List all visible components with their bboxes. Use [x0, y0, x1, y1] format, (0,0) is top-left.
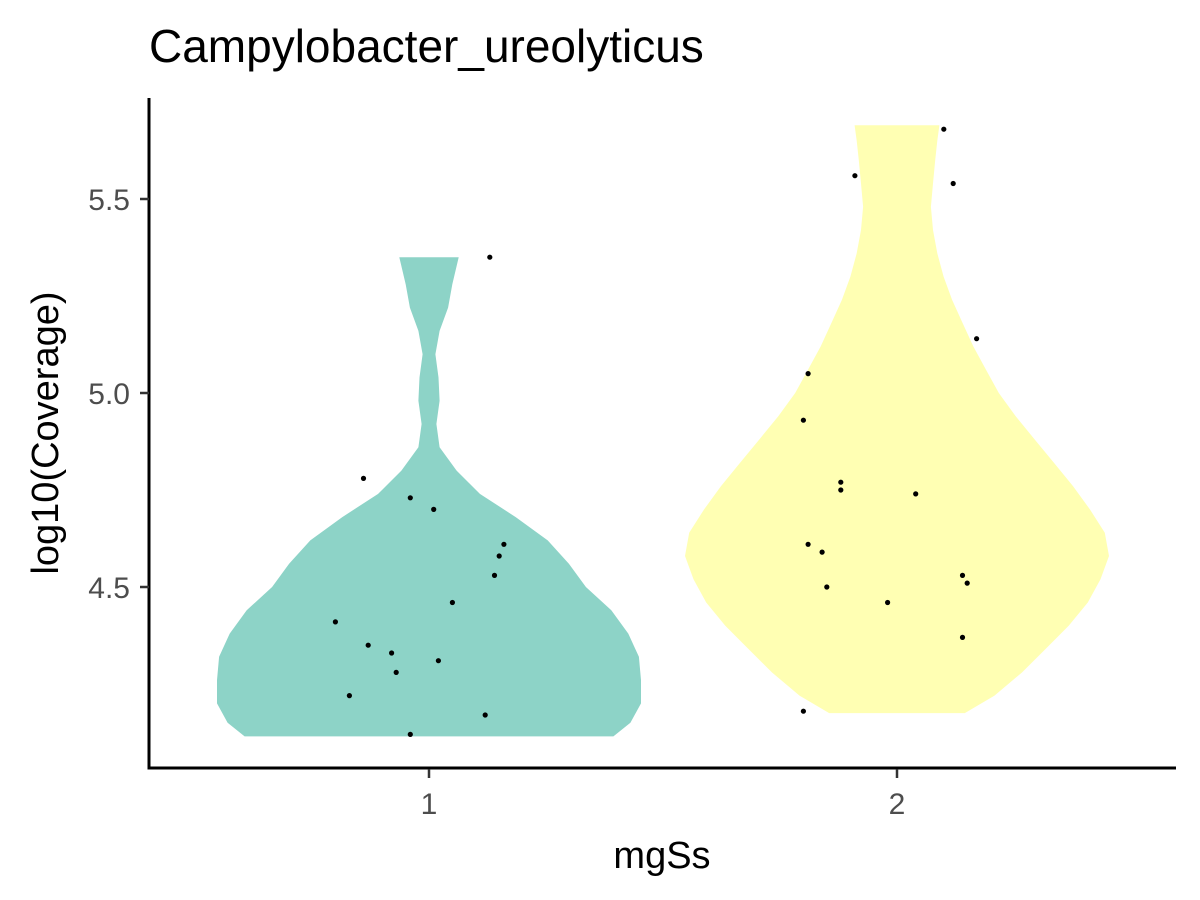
- data-point-2-3: [805, 371, 811, 377]
- data-point-2-16: [964, 580, 970, 586]
- data-point-1-6: [393, 669, 399, 676]
- y-tick-label: 5.5: [88, 184, 130, 217]
- data-point-2-17: [974, 336, 980, 342]
- y-tick-label: 5.0: [88, 378, 130, 411]
- data-point-2-12: [941, 126, 947, 132]
- data-point-1-3: [360, 475, 367, 481]
- y-tick-label: 4.5: [88, 572, 130, 605]
- data-point-2-11: [913, 491, 919, 497]
- data-point-2-5: [819, 549, 825, 555]
- data-point-1-12: [482, 712, 488, 718]
- data-point-1-13: [487, 254, 493, 260]
- data-point-2-8: [838, 479, 844, 485]
- data-point-1-15: [496, 553, 502, 559]
- data-point-2-6: [824, 584, 830, 590]
- data-point-2-2: [800, 417, 807, 423]
- data-point-1-14: [491, 572, 498, 579]
- data-point-2-14: [959, 634, 966, 641]
- x-axis-title: mgSs: [613, 835, 710, 877]
- data-point-1-11: [449, 599, 455, 606]
- data-point-1-2: [346, 693, 352, 699]
- plot-area: [217, 125, 1109, 738]
- data-point-2-10: [885, 599, 891, 606]
- data-point-2-7: [838, 487, 844, 493]
- violin-1: [217, 257, 641, 737]
- data-point-1-16: [501, 541, 507, 547]
- chart-title: Campylobacter_ureolyticus: [149, 20, 704, 72]
- x-tick-label: 1: [421, 788, 438, 821]
- y-axis-ticks: 4.5 5.0 5.5: [88, 184, 149, 605]
- data-point-1-7: [407, 731, 413, 738]
- violin-2: [685, 125, 1109, 714]
- data-point-1-1: [332, 619, 338, 625]
- data-point-2-13: [950, 180, 956, 187]
- y-axis-title: log10(Coverage): [25, 291, 67, 574]
- data-point-2-15: [959, 572, 966, 579]
- data-point-1-5: [389, 650, 395, 656]
- data-point-1-4: [365, 642, 371, 648]
- x-tick-label: 2: [889, 788, 906, 821]
- data-point-1-10: [435, 658, 441, 664]
- data-point-2-4: [805, 541, 811, 547]
- data-point-1-9: [431, 506, 437, 512]
- data-point-2-9: [852, 173, 858, 179]
- data-point-2-1: [800, 708, 807, 714]
- data-point-1-8: [407, 495, 413, 501]
